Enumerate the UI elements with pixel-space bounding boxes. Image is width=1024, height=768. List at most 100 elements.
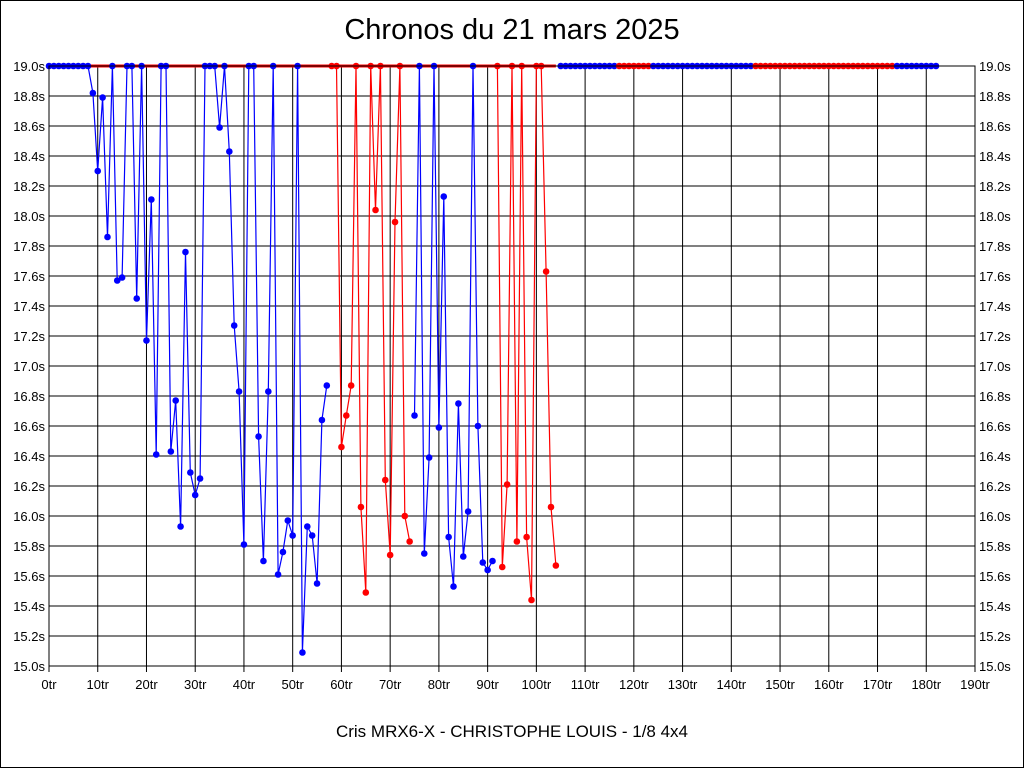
x-tick-label: 160tr [814, 677, 844, 692]
y-tick-label-left: 15.0s [13, 659, 45, 674]
data-point-lap-44 [260, 557, 267, 565]
data-point-lap-98 [523, 533, 530, 541]
data-point-lap-84 [455, 400, 462, 407]
y-tick-label-right: 17.4s [979, 299, 1011, 314]
data-point-lap-39 [235, 388, 243, 395]
data-point-lap-15 [118, 274, 126, 281]
y-tick-label-right: 15.0s [979, 659, 1011, 674]
data-point-lap-27 [177, 523, 184, 530]
data-point-lap-86 [464, 508, 472, 515]
data-point-lap-18 [133, 295, 141, 302]
y-tick-label-left: 18.8s [13, 89, 45, 104]
y-tick-label-right: 18.0s [979, 209, 1011, 224]
data-point-lap-35 [216, 124, 223, 131]
x-tick-label: 40tr [233, 677, 256, 692]
data-point-lap-55 [313, 580, 321, 587]
x-tick-label: 150tr [765, 677, 795, 692]
data-point-lap-12 [104, 233, 111, 241]
data-point-lap-89 [479, 559, 487, 566]
y-tick-label-right: 18.8s [979, 89, 1011, 104]
y-tick-label-left: 16.4s [13, 449, 45, 464]
data-point-lap-28 [182, 248, 189, 256]
y-tick-label-right: 17.8s [979, 239, 1011, 254]
y-tick-label-left: 15.6s [13, 569, 45, 584]
data-point-lap-102 [542, 268, 550, 275]
data-point-lap-62 [347, 382, 355, 389]
data-point-lap-14 [113, 277, 121, 284]
data-point-lap-30 [191, 491, 199, 499]
y-tick-label-left: 16.8s [13, 389, 45, 404]
data-point-lap-50 [289, 532, 296, 539]
x-tick-label: 30tr [184, 677, 207, 692]
y-tick-label-left: 18.6s [13, 119, 45, 134]
data-point-lap-90 [484, 566, 491, 574]
y-tick-label-right: 15.4s [979, 599, 1011, 614]
data-point-lap-56 [318, 416, 326, 424]
data-point-lap-22 [152, 451, 160, 458]
y-tick-label-left: 18.4s [13, 149, 45, 164]
data-point-lap-77 [420, 550, 428, 557]
data-point-lap-54 [308, 532, 316, 539]
data-point-lap-71 [391, 218, 399, 226]
y-tick-label-right: 17.2s [979, 329, 1011, 344]
x-tick-label: 190tr [960, 677, 990, 692]
data-point-lap-74 [406, 538, 413, 545]
y-tick-label-right: 16.2s [979, 479, 1011, 494]
x-tick-label: 50tr [281, 677, 304, 692]
data-point-lap-99 [528, 596, 535, 604]
y-tick-label-left: 17.8s [13, 239, 45, 254]
x-tick-label: 110tr [571, 677, 600, 692]
data-point-lap-81 [440, 193, 448, 200]
x-tick-label: 130tr [668, 677, 698, 692]
series-line-segment-1 [49, 65, 328, 653]
data-point-lap-10 [94, 167, 102, 175]
x-tick-label: 170tr [863, 677, 893, 692]
y-tick-label-right: 16.8s [979, 389, 1011, 404]
data-point-lap-48 [279, 548, 287, 556]
y-tick-label-left: 18.0s [13, 209, 45, 224]
data-point-lap-49 [284, 517, 292, 524]
data-point-lap-85 [459, 553, 467, 560]
data-point-lap-21 [148, 196, 155, 203]
series-line-segment-2 [331, 65, 411, 593]
y-tick-label-left: 17.0s [13, 359, 45, 374]
y-tick-label-right: 18.4s [979, 149, 1011, 164]
series-line-segment-3 [413, 65, 494, 587]
series-line-segment-4 [496, 65, 557, 601]
x-tick-label: 70tr [379, 677, 402, 692]
y-tick-label-left: 18.2s [13, 179, 45, 194]
y-tick-label-left: 15.4s [13, 599, 45, 614]
data-point-lap-20 [143, 337, 150, 344]
data-point-lap-78 [425, 454, 433, 461]
data-point-lap-93 [498, 563, 506, 571]
x-tick-label: 60tr [330, 677, 353, 692]
data-point-lap-43 [255, 433, 262, 440]
data-point-lap-52 [299, 649, 306, 656]
data-point-lap-73 [401, 512, 409, 520]
y-tick-label-right: 16.0s [979, 509, 1011, 524]
data-point-lap-45 [265, 388, 272, 395]
data-point-lap-37 [226, 148, 233, 155]
x-tick-label: 20tr [135, 677, 158, 692]
y-tick-label-right: 19.0s [979, 59, 1011, 74]
y-tick-label-left: 15.2s [13, 629, 45, 644]
chart-subtitle: Cris MRX6-X - CHRISTOPHE LOUIS - 1/8 4x4 [335, 722, 689, 741]
y-tick-label-left: 19.0s [13, 59, 45, 74]
y-tick-label-left: 16.2s [13, 479, 45, 494]
chart-title: Chronos du 21 mars 2025 [344, 14, 680, 46]
y-tick-label-right: 16.6s [979, 419, 1011, 434]
data-point-lap-53 [304, 523, 311, 530]
data-point-lap-61 [342, 412, 350, 419]
data-point-lap-25 [167, 448, 175, 455]
data-point-lap-69 [381, 476, 389, 484]
x-tick-label: 100tr [522, 677, 552, 692]
data-point-lap-94 [503, 481, 511, 488]
data-point-lap-29 [187, 469, 194, 476]
x-tick-label: 140tr [716, 677, 746, 692]
y-tick-label-left: 15.8s [13, 539, 45, 554]
data-point-lap-82 [445, 533, 452, 541]
y-tick-label-right: 18.6s [979, 119, 1011, 134]
y-tick-label-right: 15.2s [979, 629, 1011, 644]
